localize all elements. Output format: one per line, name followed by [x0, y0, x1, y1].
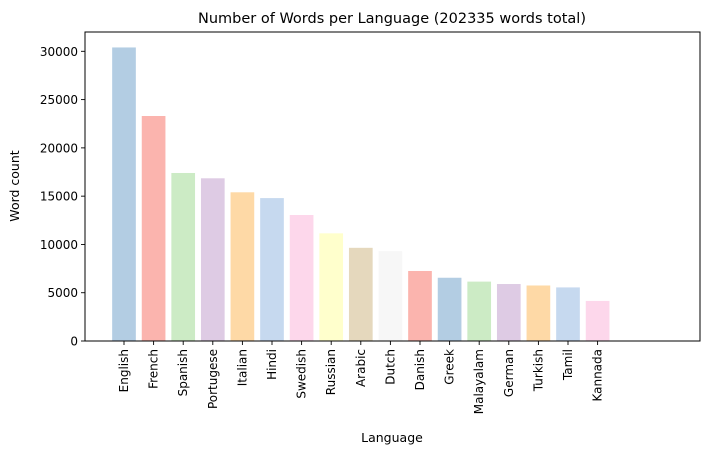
bar-kannada	[585, 300, 610, 341]
bar-swedish	[289, 214, 314, 341]
y-tick-label: 25000	[40, 93, 78, 107]
bar-spanish	[171, 172, 196, 341]
x-tick-label: Greek	[443, 349, 457, 385]
bar-dutch	[378, 251, 403, 341]
y-tick-label: 10000	[40, 238, 78, 252]
bar-italian	[230, 192, 255, 341]
y-tick-label: 20000	[40, 141, 78, 155]
x-tick-label: Spanish	[176, 349, 190, 396]
x-tick-label: Russian	[324, 349, 338, 395]
y-axis: 0 5000 10000 15000 20000 25000 30000	[40, 45, 85, 349]
bar-russian	[319, 233, 344, 341]
bar-portugese	[200, 178, 225, 341]
x-tick-label: Danish	[413, 349, 427, 390]
x-tick-label: Swedish	[295, 349, 309, 399]
bar-greek	[437, 277, 462, 341]
bars-layer	[112, 47, 610, 341]
y-tick-label: 15000	[40, 190, 78, 204]
bar-english	[112, 47, 136, 341]
x-tick-label: Kannada	[591, 349, 605, 402]
bar-german	[496, 284, 521, 341]
y-tick-label: 0	[70, 335, 78, 349]
y-tick-label: 5000	[47, 286, 78, 300]
bar-hindi	[260, 198, 284, 341]
x-tick-label: Malayalam	[472, 349, 486, 414]
x-tick-label: Tamil	[561, 349, 575, 381]
x-tick-label: Arabic	[354, 349, 368, 387]
x-tick-label: Turkish	[531, 349, 545, 392]
x-axis: English French Spanish Portugese Italian Hind…	[117, 341, 605, 414]
chart-title: Number of Words per Language (202335 wor…	[198, 11, 586, 27]
bar-french	[141, 116, 166, 341]
x-tick-label: Hindi	[265, 349, 279, 380]
plot-frame	[84, 31, 701, 342]
x-tick-label: Italian	[235, 349, 249, 386]
bar-malayalam	[467, 281, 492, 341]
bar-arabic	[348, 247, 373, 341]
y-axis-label: Word count	[7, 150, 22, 221]
x-tick-label: English	[117, 349, 131, 392]
bar-danish	[408, 270, 432, 341]
x-tick-label: French	[147, 349, 161, 389]
bar-turkish	[526, 285, 551, 341]
x-tick-label: Portugese	[206, 349, 220, 409]
bar-tamil	[556, 287, 580, 341]
x-tick-label: German	[502, 349, 516, 397]
x-axis-label: Language	[361, 430, 423, 445]
y-tick-label: 30000	[40, 45, 78, 59]
x-tick-label: Dutch	[383, 349, 397, 385]
